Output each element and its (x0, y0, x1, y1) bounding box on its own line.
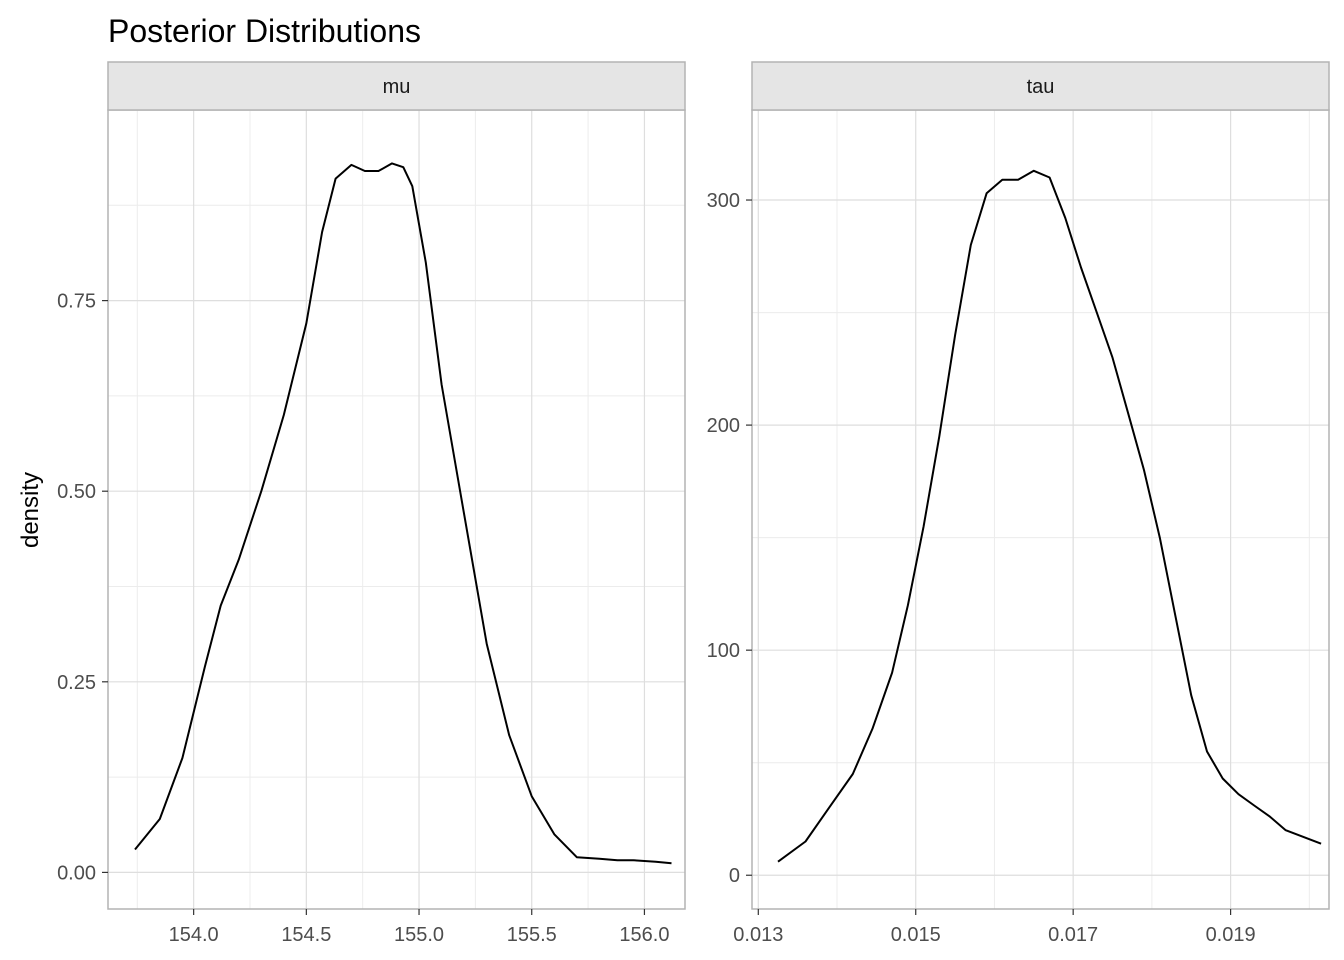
x-tick-label: 0.017 (1048, 924, 1098, 946)
chart-title: Posterior Distributions (108, 13, 421, 49)
facet-panels: mu 154.0 154.5 155.0 155.5 156.0 0.00 0.25 0.50 0… (57, 61, 1330, 946)
facet-strip (751, 61, 1330, 111)
facet-panel-mu: mu 154.0 154.5 155.0 155.5 156.0 0.00 0.25 0.50 0… (57, 61, 686, 946)
y-tick-label: 200 (707, 415, 740, 437)
y-axis-title: density (17, 472, 44, 548)
facet-panel-tau: tau 0.013 0.015 0.017 0.019 0 100 200 300 (707, 61, 1330, 946)
x-tick-label: 155.5 (507, 924, 557, 946)
y-tick-label: 300 (707, 190, 740, 212)
y-tick-label: 0.25 (57, 672, 96, 694)
facet-strip (107, 61, 686, 111)
y-tick-label: 100 (707, 640, 740, 662)
x-tick-label: 154.0 (169, 924, 219, 946)
y-tick-label: 0.75 (57, 291, 96, 313)
x-tick-label: 154.5 (281, 924, 331, 946)
x-tick-label: 155.0 (394, 924, 444, 946)
density-line-tau (777, 169, 1322, 863)
density-line-mu (134, 162, 672, 865)
x-tick-label: 156.0 (619, 924, 669, 946)
y-tick-label: 0.50 (57, 481, 96, 503)
facet-strip-label: mu (383, 76, 411, 98)
x-tick-label: 0.013 (733, 924, 783, 946)
y-tick-label: 0 (729, 865, 740, 887)
y-tick-label: 0.00 (57, 862, 96, 884)
x-tick-label: 0.019 (1206, 924, 1256, 946)
facet-strip-label: tau (1027, 76, 1055, 98)
x-tick-label: 0.015 (891, 924, 941, 946)
